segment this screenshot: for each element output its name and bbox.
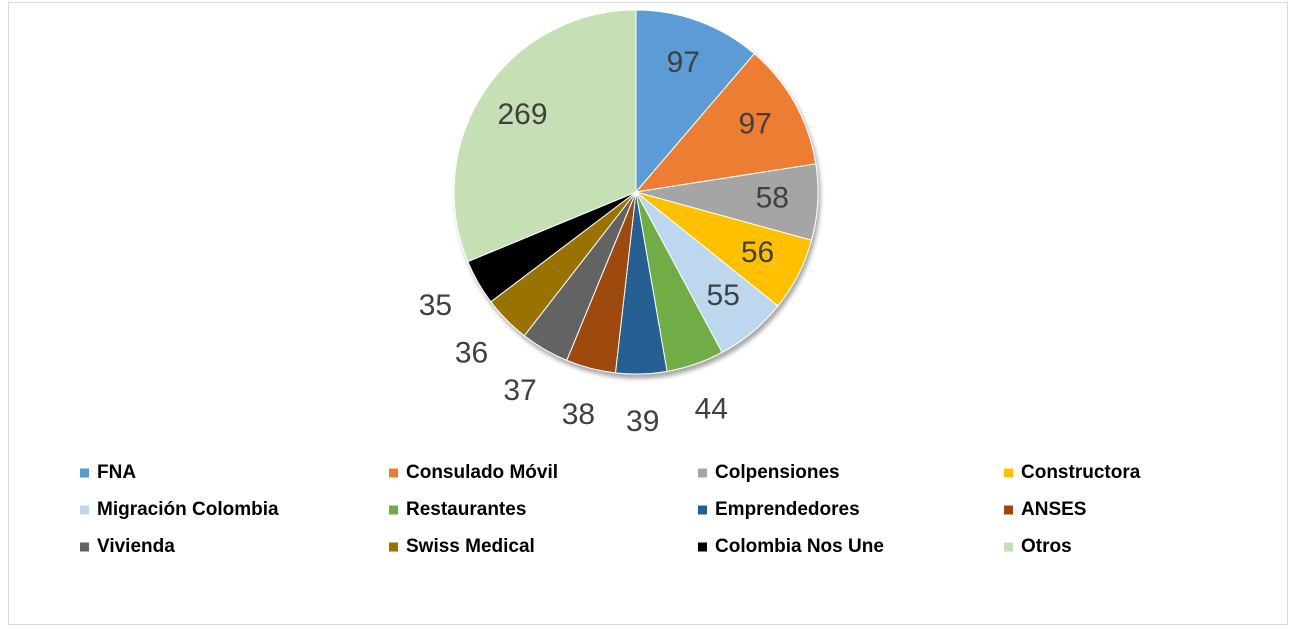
pie: [453, 9, 819, 375]
data-label: 38: [562, 398, 595, 431]
legend-label: Migración Colombia: [97, 499, 279, 520]
legend-marker: [80, 542, 89, 552]
data-label: 58: [756, 182, 789, 215]
legend-label: FNA: [97, 462, 136, 483]
pie-slice: [635, 9, 756, 194]
legend-marker: [80, 505, 89, 515]
legend-label: Restaurantes: [406, 499, 526, 520]
data-label: 44: [695, 392, 728, 425]
legend-marker: [389, 505, 398, 515]
data-label: 36: [455, 336, 488, 369]
pie-slice: [634, 53, 817, 193]
legend-marker: [1004, 542, 1013, 552]
legend-label: Vivienda: [97, 536, 175, 557]
legend-label: Colpensiones: [715, 462, 840, 483]
pie-slice: [453, 9, 637, 263]
data-label: 39: [626, 405, 659, 438]
data-label: 37: [503, 374, 536, 407]
legend-marker: [1004, 505, 1013, 515]
legend-label: Otros: [1021, 536, 1072, 557]
legend-label: Constructora: [1021, 462, 1141, 483]
legend-label: Colombia Nos Une: [715, 536, 884, 557]
legend-label: Emprendedores: [715, 499, 860, 520]
legend-marker: [698, 505, 707, 515]
legend-marker: [698, 468, 707, 478]
data-label: 56: [741, 236, 774, 269]
data-label: 35: [419, 289, 452, 322]
legend-marker: [389, 468, 398, 478]
legend-marker: [1004, 468, 1013, 478]
data-label: 97: [739, 107, 772, 140]
legend-marker: [80, 468, 89, 478]
data-label: 269: [497, 98, 547, 131]
legend-marker: [698, 542, 707, 552]
legend-label: ANSES: [1021, 499, 1086, 520]
data-label: 97: [667, 46, 700, 79]
legend-marker: [389, 542, 398, 552]
legend-label: Swiss Medical: [406, 536, 535, 557]
data-label: 55: [707, 279, 740, 312]
legend-label: Consulado Móvil: [406, 462, 558, 483]
